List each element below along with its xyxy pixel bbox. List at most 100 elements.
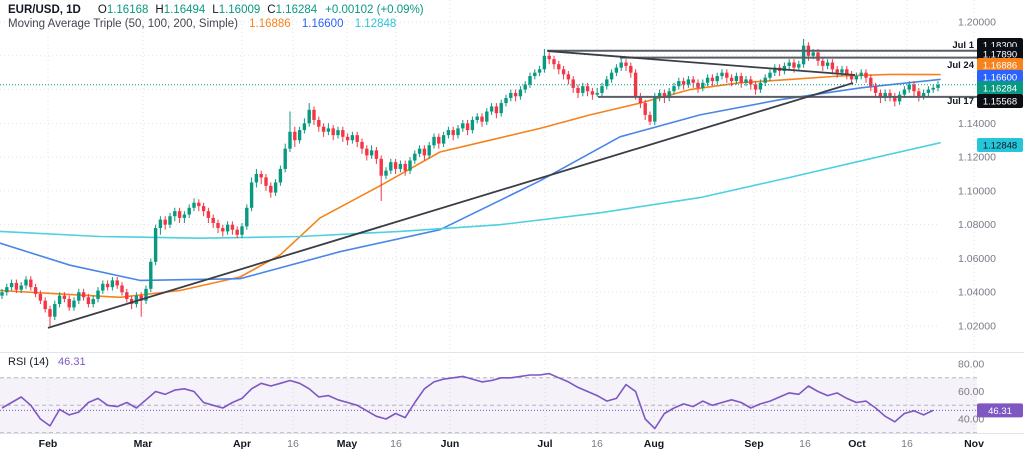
time-axis[interactable]: Feb Mar Apr 16 May 16 Jun Jul 16 Aug Sep 16 Oct 16 Nov [39, 438, 984, 450]
symbol-legend-row[interactable]: EUR/USD, 1D O1.16168 H1.16494 L1.16009 C1.16… [8, 4, 424, 16]
candle-body [206, 211, 211, 218]
candle-body [461, 123, 465, 129]
candle-body [533, 72, 537, 77]
candle-body [264, 177, 268, 186]
candle-body [86, 297, 91, 305]
candle-body [374, 150, 379, 159]
candle-body [734, 76, 739, 82]
axis-label: Jul 24 [947, 60, 975, 71]
candle-body [758, 82, 763, 90]
candle-body [849, 74, 854, 80]
candle-body [701, 82, 705, 88]
candle-body [278, 168, 283, 183]
candle-body [667, 91, 671, 99]
rsi-legend-row[interactable]: RSI (14) 46.31 [8, 356, 86, 368]
candle-body [821, 60, 825, 66]
candle-body [528, 76, 532, 85]
symbol-title: EUR/USD, 1D [8, 4, 81, 16]
candle-body [691, 79, 695, 83]
candle-body [317, 119, 321, 127]
candle-body [182, 214, 187, 218]
axis-label: 16 [901, 438, 913, 450]
candle-body [513, 92, 518, 97]
candle-body [225, 224, 230, 232]
candle-body [19, 285, 23, 290]
low-label: L [212, 4, 219, 16]
candle-body [787, 62, 791, 66]
axis-label: Jul 1 [952, 40, 974, 51]
axis-label: 1.17890 [983, 50, 1017, 61]
candle-body [489, 106, 494, 112]
candle-body [269, 185, 273, 193]
candle-body [859, 72, 863, 77]
ascending-trendline[interactable] [47, 82, 854, 329]
candle-body [465, 123, 470, 131]
candle-body [43, 300, 47, 310]
axis-label: 1.08000 [958, 219, 996, 231]
descending-trendline[interactable] [547, 50, 856, 76]
candle-body [816, 52, 820, 61]
axis-label: 1.16284 [983, 84, 1017, 95]
candle-body [744, 79, 748, 83]
candle-body [355, 135, 359, 142]
candle-body [48, 309, 52, 317]
candle-body [585, 86, 590, 92]
candle-body [643, 103, 647, 115]
candle-body [797, 64, 801, 68]
candle-body [341, 130, 345, 137]
candle-body [897, 94, 902, 102]
open-label: O [97, 4, 107, 16]
candle-body [115, 280, 119, 286]
axis-label: Jun [441, 438, 460, 450]
candle-body [715, 76, 719, 82]
candle-body [245, 207, 249, 227]
candle-body [873, 86, 878, 93]
candle-body [725, 72, 729, 78]
candle-body [590, 91, 595, 95]
candle-body [312, 109, 316, 120]
axis-label: 1.12848 [983, 141, 1017, 152]
price-badge [977, 47, 1023, 61]
rsi-pane[interactable] [0, 372, 977, 434]
drawing-tools[interactable] [47, 49, 977, 329]
candle-body [57, 295, 62, 305]
candle-body [696, 82, 700, 88]
candle-body [393, 162, 398, 169]
candle-body [144, 288, 148, 301]
price-axis[interactable]: 1.20000 1.14000 1.12000 1.10000 1.08000 1.060… [947, 17, 996, 426]
candle-body [566, 74, 571, 80]
candle-body [485, 111, 489, 122]
candle-body [249, 182, 254, 208]
rsi-band [0, 377, 977, 433]
axis-label: Sep [744, 438, 763, 450]
axis-label: Nov [964, 438, 984, 450]
candle-body [888, 92, 892, 97]
candle-body [470, 119, 475, 131]
candle-body [653, 96, 657, 122]
candle-body [173, 211, 177, 217]
candle-body [917, 91, 921, 97]
candle-body [288, 131, 292, 149]
axis-label: Jul 17 [947, 96, 974, 107]
candle-body [931, 87, 935, 90]
candle-body [840, 69, 844, 73]
candle-body [96, 290, 100, 299]
candle-body [427, 145, 431, 156]
candle-body [33, 287, 38, 294]
candle-body [878, 92, 883, 99]
candle-body [197, 202, 201, 207]
candle-body [77, 292, 81, 301]
axis-label: 16 [591, 438, 603, 450]
candles-layer [0, 38, 940, 327]
ma200-value: 1.12848 [354, 18, 397, 30]
candle-body [633, 72, 638, 97]
candle-body [110, 280, 115, 288]
candle-body [192, 202, 196, 208]
candle-body [763, 77, 767, 83]
candle-body [542, 55, 547, 70]
change-value: +0.00102 (+0.09%) [325, 4, 424, 16]
candle-body [504, 98, 508, 104]
indicator-legend-row[interactable]: Moving Average Triple (50, 100, 200, Sim… [8, 18, 396, 30]
